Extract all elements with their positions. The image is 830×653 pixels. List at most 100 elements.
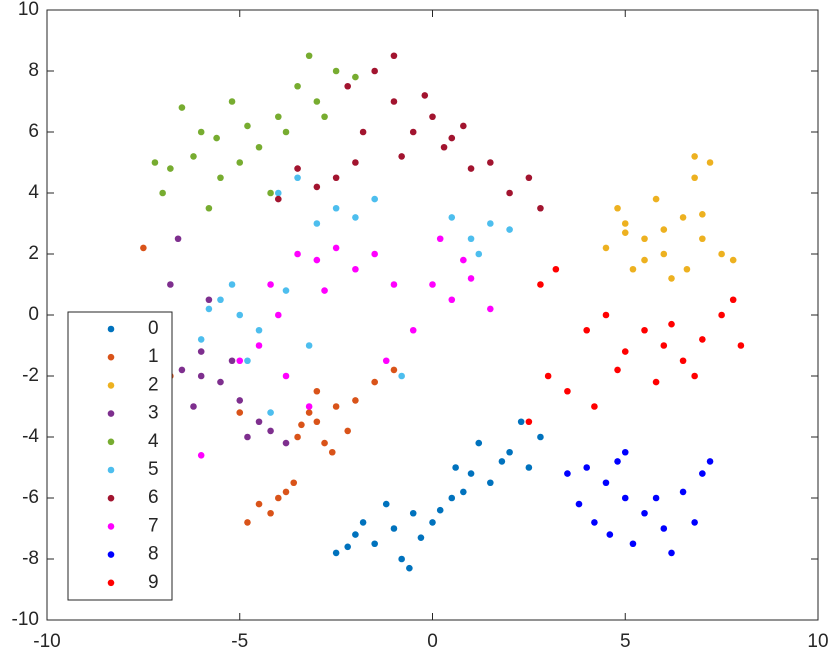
point	[267, 189, 274, 197]
legend-label: 6	[148, 487, 159, 508]
point	[660, 226, 668, 233]
point	[668, 275, 675, 282]
point	[390, 52, 398, 60]
point	[440, 143, 448, 151]
point	[660, 250, 668, 258]
point	[205, 204, 213, 212]
point	[683, 265, 691, 273]
legend-marker	[107, 438, 115, 446]
x-tick-label: -5	[231, 631, 248, 652]
point	[228, 357, 236, 365]
point	[691, 519, 698, 526]
point	[564, 470, 571, 477]
point	[282, 488, 290, 496]
point	[537, 433, 544, 441]
point	[178, 366, 186, 374]
point	[506, 226, 513, 233]
point	[429, 113, 436, 121]
point	[602, 311, 610, 319]
point	[290, 479, 298, 487]
point	[313, 418, 321, 426]
point	[228, 281, 236, 288]
point	[174, 235, 182, 243]
point	[371, 67, 378, 75]
point	[641, 509, 648, 517]
point	[621, 348, 629, 355]
legend-marker	[107, 551, 115, 558]
point	[305, 409, 313, 416]
point	[328, 448, 336, 456]
legend-marker	[107, 410, 115, 417]
point	[282, 287, 290, 294]
legend-marker	[107, 523, 115, 530]
legend-label: 0	[148, 318, 159, 339]
point	[205, 296, 213, 304]
point	[190, 153, 197, 160]
point	[409, 509, 417, 517]
point	[321, 113, 328, 121]
point	[652, 378, 660, 386]
point	[390, 525, 398, 532]
point	[641, 326, 648, 334]
point	[352, 531, 359, 538]
point	[294, 433, 301, 441]
point	[398, 153, 405, 160]
point	[352, 397, 359, 404]
point	[371, 195, 378, 203]
point	[448, 134, 456, 142]
point	[197, 348, 205, 355]
point	[217, 378, 224, 386]
point	[275, 113, 282, 121]
point	[475, 250, 483, 258]
point	[282, 372, 290, 380]
point	[706, 159, 714, 166]
point	[332, 549, 340, 557]
point	[652, 494, 660, 502]
y-tick-label: 6	[28, 121, 39, 142]
point	[332, 244, 340, 252]
point	[621, 220, 629, 227]
y-tick-label: -8	[22, 548, 39, 569]
point	[332, 174, 340, 182]
point	[197, 372, 205, 380]
point	[448, 296, 456, 304]
point	[382, 357, 390, 365]
point	[159, 189, 166, 197]
point	[737, 342, 745, 349]
point	[606, 531, 614, 538]
point	[629, 540, 637, 548]
point	[699, 470, 706, 477]
point	[452, 464, 459, 471]
point	[525, 418, 533, 426]
point	[236, 311, 244, 319]
point	[537, 204, 544, 212]
point	[487, 220, 494, 227]
point	[305, 342, 313, 349]
y-tick-label: -10	[12, 609, 39, 630]
point	[409, 128, 417, 136]
point	[255, 418, 263, 426]
point	[244, 519, 251, 526]
point	[359, 128, 367, 136]
point	[498, 458, 506, 465]
point	[544, 372, 552, 380]
point	[591, 519, 598, 526]
point	[321, 287, 328, 294]
point	[487, 479, 494, 487]
point	[275, 494, 282, 502]
point	[621, 229, 629, 236]
y-tick-label: -4	[22, 426, 39, 447]
point	[718, 250, 725, 258]
point	[417, 534, 425, 541]
point	[564, 387, 571, 395]
point	[371, 378, 378, 386]
point	[190, 403, 197, 410]
point	[718, 311, 725, 319]
point	[275, 189, 282, 197]
y-tick-label: -6	[22, 487, 39, 508]
point	[436, 506, 444, 514]
point	[506, 448, 513, 456]
legend-label: 5	[148, 459, 159, 480]
legend-marker	[107, 325, 115, 333]
point	[467, 275, 475, 282]
